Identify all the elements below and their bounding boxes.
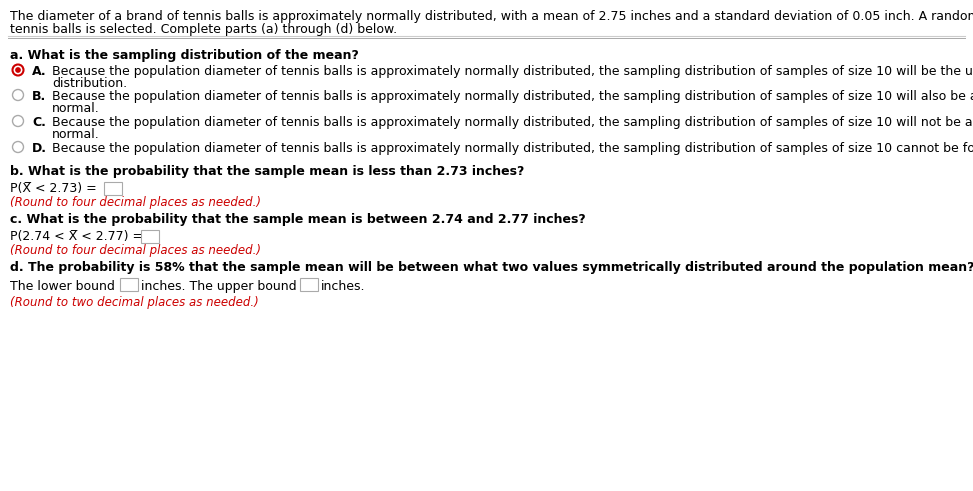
Text: Because the population diameter of tennis balls is approximately normally distri: Because the population diameter of tenni… — [52, 65, 973, 78]
Text: tennis balls is selected. Complete parts (a) through (d) below.: tennis balls is selected. Complete parts… — [10, 23, 397, 36]
Text: Because the population diameter of tennis balls is approximately normally distri: Because the population diameter of tenni… — [52, 116, 973, 129]
Text: d. The probability is 58% that the sample mean will be between what two values s: d. The probability is 58% that the sampl… — [10, 261, 973, 274]
Text: (Round to four decimal places as needed.): (Round to four decimal places as needed.… — [10, 196, 261, 209]
Text: The lower bound is: The lower bound is — [10, 280, 128, 293]
FancyBboxPatch shape — [120, 277, 138, 291]
Text: inches.: inches. — [321, 280, 366, 293]
Text: The diameter of a brand of tennis balls is approximately normally distributed, w: The diameter of a brand of tennis balls … — [10, 10, 973, 23]
FancyBboxPatch shape — [300, 277, 318, 291]
Circle shape — [16, 67, 20, 73]
Text: Because the population diameter of tennis balls is approximately normally distri: Because the population diameter of tenni… — [52, 142, 973, 155]
FancyBboxPatch shape — [141, 229, 159, 243]
Text: A.: A. — [32, 65, 47, 78]
Text: Because the population diameter of tennis balls is approximately normally distri: Because the population diameter of tenni… — [52, 90, 973, 103]
Text: P(2.74 < X̅ < 2.77) =: P(2.74 < X̅ < 2.77) = — [10, 230, 143, 243]
Text: b. What is the probability that the sample mean is less than 2.73 inches?: b. What is the probability that the samp… — [10, 165, 524, 178]
Text: normal.: normal. — [52, 128, 100, 141]
Text: D.: D. — [32, 142, 47, 155]
Text: (Round to two decimal places as needed.): (Round to two decimal places as needed.) — [10, 296, 259, 309]
Text: inches. The upper bound is: inches. The upper bound is — [141, 280, 310, 293]
Text: normal.: normal. — [52, 102, 100, 115]
Text: a. What is the sampling distribution of the mean?: a. What is the sampling distribution of … — [10, 49, 359, 62]
FancyBboxPatch shape — [104, 182, 122, 194]
Text: B.: B. — [32, 90, 47, 103]
Text: P(X̅ < 2.73) =: P(X̅ < 2.73) = — [10, 182, 96, 195]
Text: distribution.: distribution. — [52, 77, 127, 90]
Text: (Round to four decimal places as needed.): (Round to four decimal places as needed.… — [10, 244, 261, 257]
Text: c. What is the probability that the sample mean is between 2.74 and 2.77 inches?: c. What is the probability that the samp… — [10, 213, 586, 226]
Text: C.: C. — [32, 116, 46, 129]
